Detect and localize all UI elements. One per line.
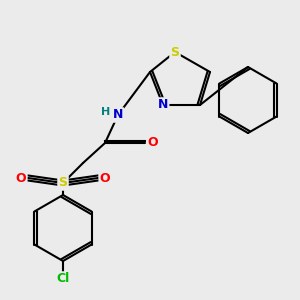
Text: O: O [16,172,26,184]
Text: O: O [148,136,158,149]
Text: S: S [58,176,68,190]
Text: H: H [101,107,111,117]
Text: N: N [113,109,123,122]
Text: O: O [100,172,110,184]
Text: Cl: Cl [56,272,70,286]
Text: S: S [170,46,179,59]
Text: N: N [158,98,168,112]
